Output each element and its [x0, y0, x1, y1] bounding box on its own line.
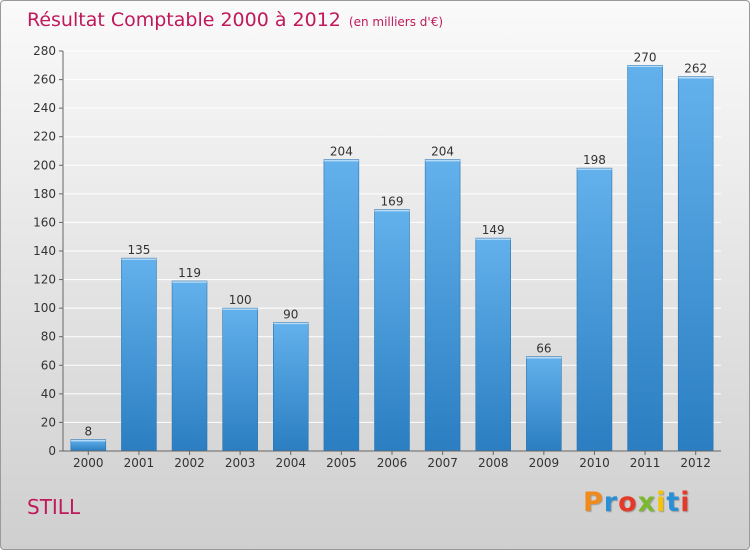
logo-letter: i: [680, 487, 691, 518]
bar-2005: [323, 159, 360, 452]
y-tick-label: 100: [33, 301, 56, 315]
y-tick-label: 200: [33, 158, 56, 172]
y-tick-label: 40: [41, 387, 56, 401]
bars: [70, 64, 714, 452]
data-label-2012: 262: [684, 62, 707, 76]
logo-letter: i: [656, 487, 667, 518]
data-label-2009: 66: [536, 342, 551, 356]
data-label-2006: 169: [381, 195, 404, 209]
x-tick-label-2002: 2002: [174, 456, 205, 470]
location-name: STILL: [27, 495, 81, 519]
data-label-2010: 198: [583, 153, 606, 167]
x-tick-label-2000: 2000: [73, 456, 104, 470]
bar-2008: [475, 237, 511, 452]
data-label-2007: 204: [431, 145, 454, 159]
data-label-2004: 90: [283, 307, 298, 321]
y-tick-label: 260: [33, 73, 56, 87]
proxiti-logo[interactable]: Proxiti: [583, 487, 691, 518]
logo-letter: o: [618, 487, 638, 518]
y-tick-label: 160: [33, 215, 56, 229]
logo-letter: r: [603, 487, 619, 518]
data-label-2002: 119: [178, 266, 201, 280]
y-tick-label: 220: [33, 130, 56, 144]
chart-title: Résultat Comptable 2000 à 2012 (en millie…: [27, 9, 443, 31]
chart-title-main: Résultat Comptable 2000 à 2012: [27, 9, 341, 31]
data-label-2011: 270: [634, 50, 657, 64]
x-tick-label-2001: 2001: [124, 456, 155, 470]
logo-letter: x: [637, 487, 657, 518]
x-tick-label-2008: 2008: [478, 456, 509, 470]
y-tick-label: 20: [41, 415, 56, 429]
data-label-2005: 204: [330, 145, 353, 159]
bar-2007: [424, 159, 461, 452]
data-label-2001: 135: [127, 243, 150, 257]
y-tick-label: 120: [33, 273, 56, 287]
x-tick-label-2005: 2005: [326, 456, 357, 470]
data-label-2008: 149: [482, 223, 505, 237]
y-tick-label: 60: [41, 358, 56, 372]
bar-2002: [171, 280, 208, 452]
x-tick-label-2011: 2011: [630, 456, 661, 470]
axes: [59, 50, 721, 455]
bar-2010: [576, 167, 613, 452]
x-tick-label-2006: 2006: [377, 456, 408, 470]
x-tick-label-2007: 2007: [427, 456, 458, 470]
y-tick-label: 80: [41, 330, 56, 344]
x-tick-label-2012: 2012: [680, 456, 711, 470]
x-tick-label-2009: 2009: [529, 456, 560, 470]
bar-2001: [121, 257, 157, 452]
x-tick-label-2004: 2004: [275, 456, 306, 470]
y-tick-label: 180: [33, 187, 56, 201]
labels: 0 20 40 60 80 100 120 140 160 180 200 220 240 260 280 8…: [33, 44, 711, 470]
bar-2009: [526, 356, 562, 452]
logo-letter: t: [666, 487, 681, 518]
y-tick-label: 280: [33, 44, 56, 58]
logo-letter: P: [583, 487, 604, 518]
bar-2011: [627, 64, 663, 452]
chart-title-unit: (en milliers d'€): [348, 15, 444, 29]
y-tick-label: 240: [33, 101, 56, 115]
bar-2012: [677, 76, 714, 452]
x-tick-label-2010: 2010: [579, 456, 610, 470]
y-tick-label: 0: [48, 444, 56, 458]
bar-2006: [374, 209, 410, 452]
data-label-2000: 8: [84, 425, 92, 439]
y-tick-label: 140: [33, 244, 56, 258]
x-tick-label-2003: 2003: [225, 456, 256, 470]
bar-2004: [273, 322, 309, 452]
data-label-2003: 100: [229, 293, 252, 307]
bar-2003: [222, 307, 258, 452]
